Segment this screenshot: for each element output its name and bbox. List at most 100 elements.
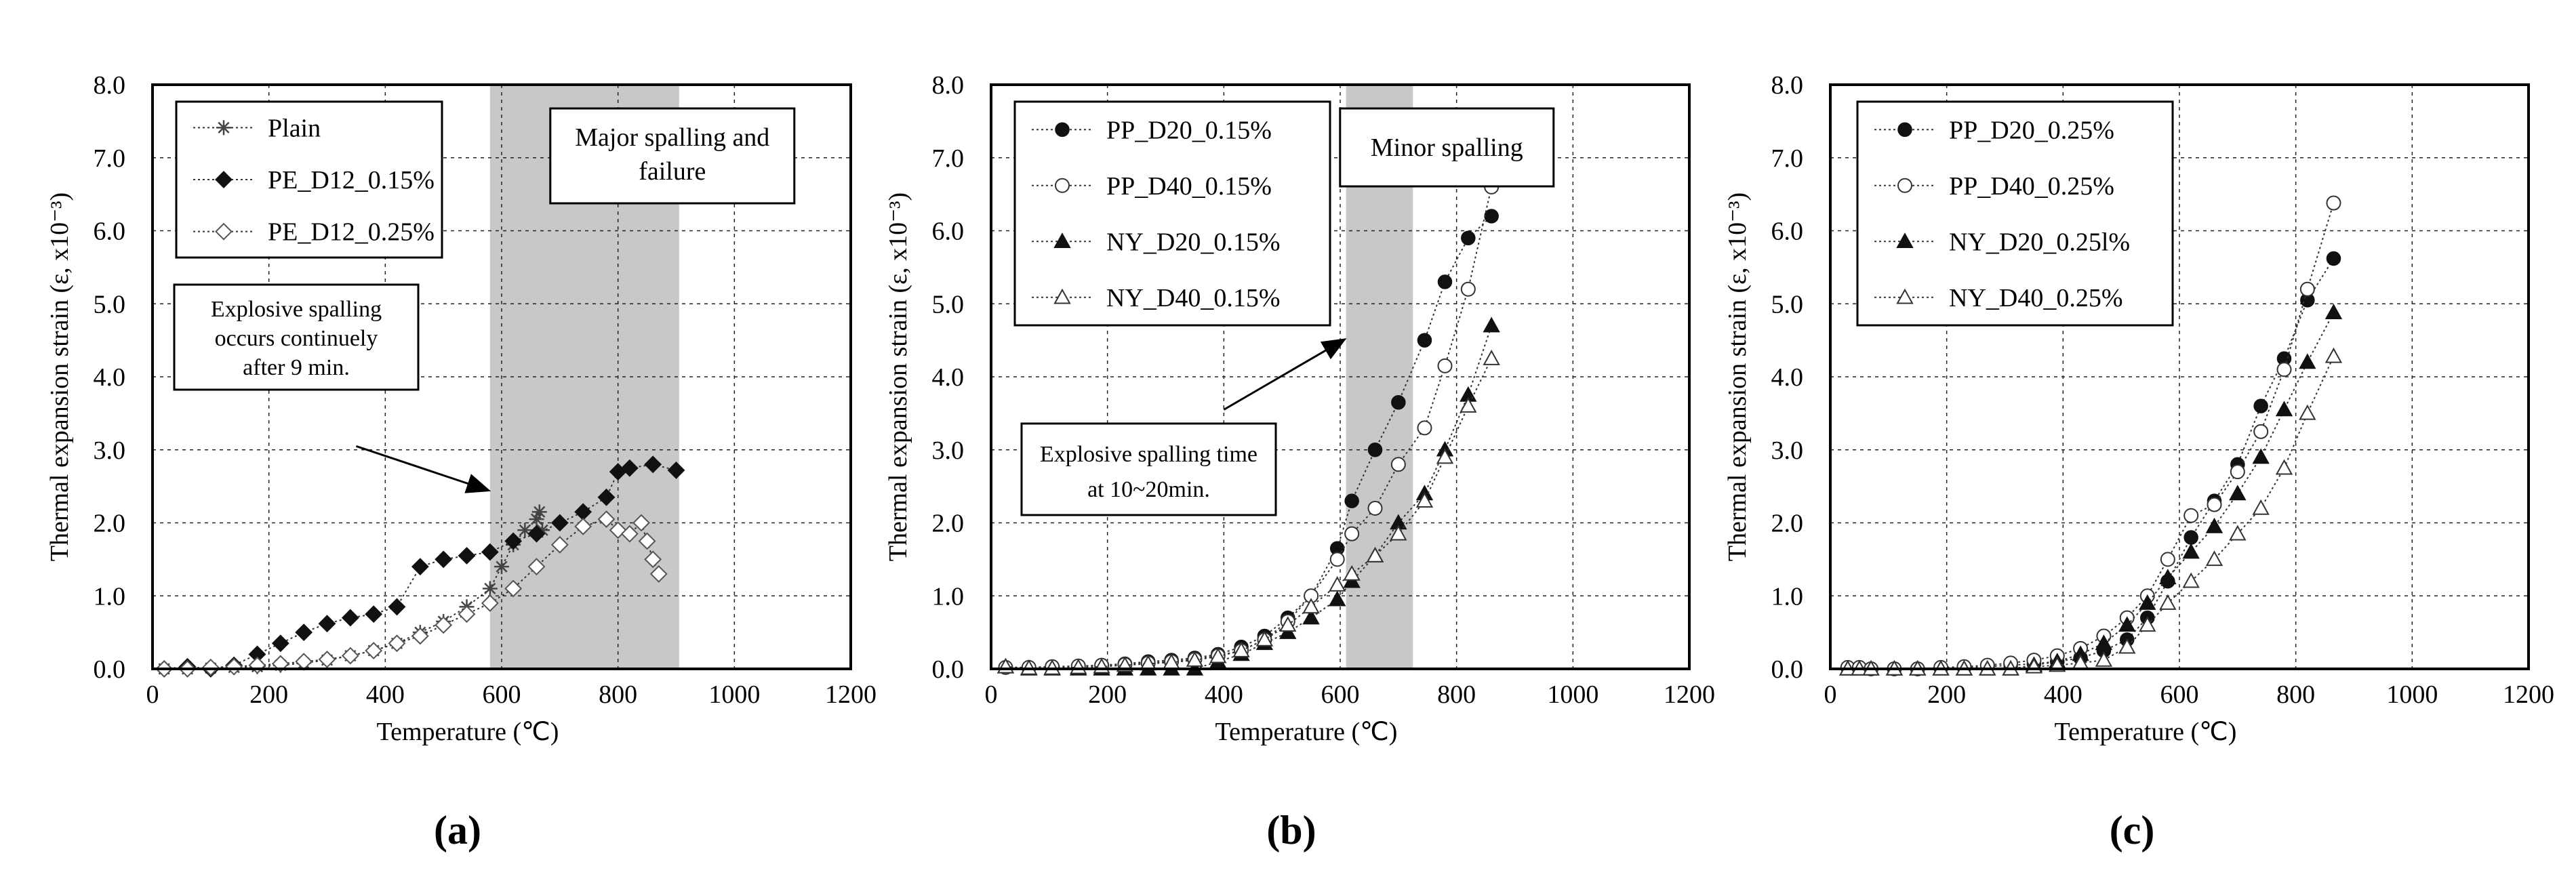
data-point bbox=[2229, 525, 2247, 541]
data-point bbox=[2275, 459, 2293, 475]
panel-label: (a) bbox=[434, 808, 481, 853]
legend-marker bbox=[215, 222, 233, 241]
plot-frame bbox=[990, 83, 1691, 670]
data-point bbox=[411, 558, 429, 576]
series-line bbox=[1005, 216, 1492, 668]
legend-box bbox=[1013, 100, 1331, 327]
x-tick-label: 800 bbox=[2276, 680, 2315, 709]
x-tick-label: 800 bbox=[1437, 680, 1476, 709]
legend-marker bbox=[1896, 288, 1914, 304]
y-tick-label: 3.0 bbox=[94, 436, 126, 465]
data-point bbox=[318, 651, 336, 668]
shaded-region-label: Minor spalling bbox=[1371, 134, 1523, 162]
data-point bbox=[527, 558, 546, 576]
y-tick-label: 5.0 bbox=[1771, 290, 1804, 319]
data-point bbox=[2229, 485, 2247, 501]
data-point bbox=[435, 550, 453, 569]
data-point bbox=[2183, 508, 2199, 523]
chart-panel-a: 0 200 400 600 800 1000 1200 0.0 1.0 2.0 3.0 4.0 5.0 6… bbox=[45, 71, 877, 853]
chart-panel-b: 0 200 400 600 800 1000 1200 0.0 1.0 2.0 3.0 4.0 5.0 6… bbox=[884, 71, 1715, 853]
y-tick-label: 7.0 bbox=[94, 144, 126, 173]
y-tick-label: 0.0 bbox=[932, 655, 965, 684]
annotation-text: after 9 min. bbox=[243, 355, 350, 380]
shaded-region-label: Major spalling and bbox=[575, 123, 769, 152]
data-point bbox=[597, 510, 616, 529]
y-tick-label: 6.0 bbox=[1771, 218, 1804, 246]
data-point bbox=[2230, 464, 2245, 480]
legend-marker bbox=[1053, 232, 1071, 249]
x-tick-label: 200 bbox=[249, 680, 288, 709]
data-point bbox=[2276, 362, 2292, 377]
annotation-arrow bbox=[1223, 338, 1347, 411]
legend-label: PE_D12_0.15% bbox=[268, 166, 435, 194]
x-tick-label: 1200 bbox=[1664, 680, 1715, 709]
data-point bbox=[1417, 420, 1432, 436]
data-point bbox=[1461, 230, 1476, 246]
data-point bbox=[2095, 651, 2113, 667]
data-point bbox=[1209, 647, 1227, 663]
annotation-box bbox=[1020, 422, 1277, 516]
y-tick-label: 6.0 bbox=[94, 218, 126, 246]
x-tick-label: 600 bbox=[483, 680, 521, 709]
data-point bbox=[644, 455, 662, 474]
data-point bbox=[1186, 651, 1204, 667]
y-tick-label: 2.0 bbox=[932, 510, 965, 538]
data-point bbox=[1232, 642, 1250, 657]
data-point bbox=[494, 559, 509, 575]
data-point bbox=[1329, 590, 1346, 607]
shaded-region-label-box bbox=[549, 107, 796, 205]
data-point bbox=[2118, 638, 2136, 654]
data-point bbox=[341, 647, 359, 665]
x-tick-label: 600 bbox=[2160, 680, 2199, 709]
data-point bbox=[388, 598, 406, 616]
legend-label: PP_D20_0.25% bbox=[1949, 116, 2114, 144]
legend-label: PE_D12_0.25% bbox=[268, 218, 435, 247]
panel-label: (c) bbox=[2110, 808, 2155, 853]
y-tick-label: 4.0 bbox=[1771, 363, 1804, 392]
data-point bbox=[632, 514, 650, 532]
data-point bbox=[2159, 594, 2177, 610]
data-point bbox=[1344, 526, 1360, 541]
data-point bbox=[1366, 546, 1384, 562]
shaded-region-label: failure bbox=[639, 157, 706, 186]
data-point bbox=[2275, 401, 2293, 417]
series-PE_D12_0.25% bbox=[155, 510, 668, 678]
data-point bbox=[365, 605, 383, 623]
annotation-box bbox=[173, 283, 420, 391]
legend-marker bbox=[1053, 288, 1071, 304]
data-point bbox=[2299, 281, 2315, 297]
data-point bbox=[1329, 576, 1346, 592]
data-point bbox=[550, 535, 569, 554]
data-point bbox=[1391, 394, 1406, 410]
y-tick-label: 3.0 bbox=[932, 436, 965, 465]
data-point bbox=[504, 579, 523, 598]
data-point bbox=[271, 634, 289, 653]
data-point bbox=[1302, 598, 1320, 614]
data-point bbox=[2253, 424, 2269, 439]
data-point bbox=[2160, 552, 2175, 567]
y-tick-label: 8.0 bbox=[1771, 71, 1804, 100]
data-point bbox=[2325, 347, 2343, 363]
data-point bbox=[482, 581, 498, 596]
data-point bbox=[1436, 448, 1454, 464]
x-tick-label: 600 bbox=[1321, 680, 1360, 709]
data-point bbox=[2299, 353, 2316, 369]
legend-label: NY_D40_0.15% bbox=[1106, 284, 1280, 312]
series-line bbox=[1005, 325, 1493, 670]
annotation-arrow bbox=[355, 445, 491, 493]
data-point bbox=[2326, 251, 2341, 266]
y-axis-label: Thermal expansion strain (ε, x10⁻³) bbox=[45, 192, 74, 561]
chart-panel-c: 0 200 400 600 800 1000 1200 0.0 1.0 2.0 3.0 4.0 5.0 6… bbox=[1723, 71, 2554, 853]
y-tick-label: 3.0 bbox=[1771, 436, 1804, 465]
legend-label: Plain bbox=[268, 114, 321, 142]
x-tick-label: 1000 bbox=[708, 680, 760, 709]
y-tick-label: 4.0 bbox=[932, 363, 965, 392]
data-point bbox=[517, 523, 533, 538]
y-tick-label: 0.0 bbox=[94, 655, 126, 684]
data-point bbox=[2118, 616, 2136, 632]
x-tick-label: 1000 bbox=[2386, 680, 2438, 709]
data-point bbox=[1390, 457, 1406, 472]
data-point bbox=[481, 594, 499, 612]
shaded-region-label-box bbox=[1339, 107, 1555, 188]
panel-label: (b) bbox=[1266, 808, 1316, 853]
